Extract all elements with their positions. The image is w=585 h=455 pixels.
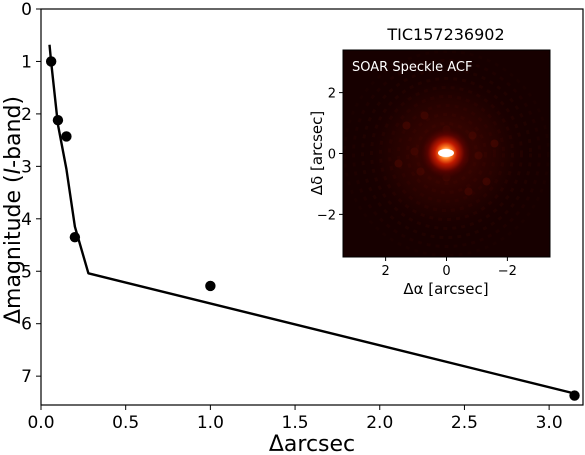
acf-core <box>438 149 454 157</box>
y-tick-label: 1 <box>21 52 32 72</box>
y-tick-label: 4 <box>21 210 32 230</box>
data-point <box>569 390 580 401</box>
x-tick-label: 3.0 <box>536 413 563 433</box>
data-point <box>69 231 81 243</box>
y-tick-label: 6 <box>21 315 32 335</box>
acf-ring <box>343 50 550 257</box>
inset-x-ticks: 2 0 −2 <box>381 257 517 279</box>
inset-annotation: SOAR Speckle ACF <box>352 60 472 75</box>
main-y-ticks: 0 1 2 3 4 5 6 7 <box>21 0 41 387</box>
inset-y-tick-label: −2 <box>317 208 336 223</box>
x-tick-label: 2.0 <box>366 413 393 433</box>
main-x-ticks: 0.0 0.5 1.0 1.5 2.0 2.5 3.0 <box>27 405 563 433</box>
inset-y-tick-label: 0 <box>328 148 336 163</box>
main-y-axis-label: Δmagnitude (I-band) <box>1 96 26 324</box>
data-point <box>45 56 57 67</box>
acf-ring <box>352 59 541 248</box>
y-tick-label: 3 <box>21 157 32 177</box>
y-tick-label: 0 <box>21 0 32 20</box>
inset-y-axis-label: Δδ [arcsec] <box>308 111 326 195</box>
data-point <box>61 131 72 142</box>
main-plot-frame <box>40 8 584 406</box>
x-tick-label: 0.0 <box>27 413 54 433</box>
x-tick-label: 1.0 <box>197 413 224 433</box>
main-series <box>45 44 580 401</box>
x-tick-label: 2.5 <box>451 413 478 433</box>
data-point <box>205 280 216 292</box>
acf-image: SOAR Speckle ACF <box>343 50 550 257</box>
inset-x-tick-label: 0 <box>442 264 450 279</box>
x-tick-label: 1.5 <box>282 413 309 433</box>
x-tick-label: 0.5 <box>112 413 139 433</box>
inset-x-axis-label: Δα [arcsec] <box>403 280 488 298</box>
inset-title: TIC157236902 <box>386 25 504 44</box>
inset-y-ticks: 2 0 −2 <box>317 87 343 223</box>
y-tick-label: 5 <box>21 262 32 282</box>
data-point <box>52 114 64 126</box>
inset-x-tick-label: −2 <box>498 264 517 279</box>
inset-x-tick-label: 2 <box>381 264 389 279</box>
inset-y-tick-label: 2 <box>328 87 336 102</box>
inset-frame <box>342 49 551 258</box>
main-x-axis-label: Δarcsec <box>269 432 355 455</box>
y-tick-label: 2 <box>21 105 32 125</box>
inset-acf-panel: TIC157236902 SOAR Speckle ACF 2 0 −2 20−2 … <box>300 18 578 300</box>
y-tick-label: 7 <box>21 367 32 387</box>
